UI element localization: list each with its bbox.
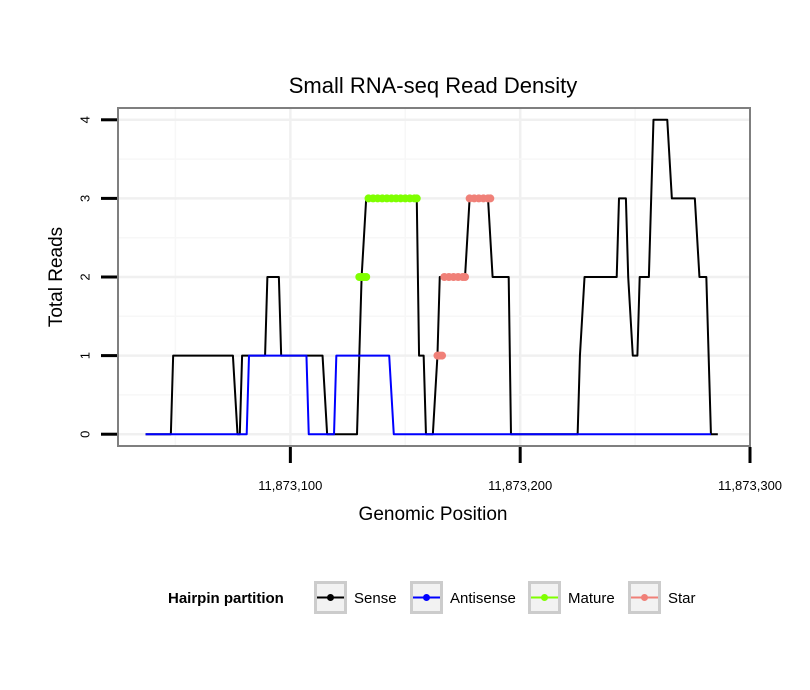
data-point-mature xyxy=(362,273,371,281)
legend-key-point xyxy=(541,594,548,601)
legend-item-mature: Mature xyxy=(528,581,615,614)
legend-label-sense: Sense xyxy=(354,590,397,607)
legend-key-point xyxy=(641,594,648,601)
legend-label-mature: Mature xyxy=(568,590,615,607)
y-axis: 0 1 2 3 4 xyxy=(77,116,117,438)
x-axis: 11,873,100 11,873,200 11,873,300 xyxy=(258,447,782,493)
plot-area xyxy=(117,107,751,447)
data-point-star xyxy=(486,194,495,203)
y-tick-label: 4 xyxy=(77,116,92,123)
x-tick-label: 11,873,200 xyxy=(488,478,552,493)
legend-item-sense: Sense xyxy=(314,581,397,614)
legend-key-point xyxy=(327,594,334,601)
series-points xyxy=(355,194,495,360)
legend-label-antisense: Antisense xyxy=(450,590,516,607)
x-tick-label: 11,873,300 xyxy=(718,478,782,493)
legend-label-star: Star xyxy=(668,590,696,607)
x-axis-label: Genomic Position xyxy=(359,504,508,525)
y-tick-label: 0 xyxy=(77,431,92,438)
y-tick-label: 1 xyxy=(77,352,92,359)
legend-item-star: Star xyxy=(628,581,696,614)
legend-title: Hairpin partition xyxy=(168,590,284,607)
data-point-star xyxy=(438,351,447,360)
data-point-mature xyxy=(412,194,421,203)
legend-items: Sense Antisense Mature Star xyxy=(314,581,696,614)
y-tick-label: 3 xyxy=(77,195,92,202)
data-point-star xyxy=(461,273,470,281)
series-line-antisense xyxy=(145,354,711,436)
legend-item-antisense: Antisense xyxy=(410,581,516,614)
legend-key-point xyxy=(423,594,430,601)
chart-title: Small RNA-seq Read Density xyxy=(289,73,578,98)
y-tick-label: 2 xyxy=(77,273,92,280)
series-lines xyxy=(145,118,718,436)
x-tick-label: 11,873,100 xyxy=(258,478,322,493)
gridlines xyxy=(119,109,749,445)
legend: Hairpin partition Sense Antisense Mature St… xyxy=(168,581,696,614)
y-axis-label: Total Reads xyxy=(46,227,67,327)
series-line-sense xyxy=(145,118,718,436)
